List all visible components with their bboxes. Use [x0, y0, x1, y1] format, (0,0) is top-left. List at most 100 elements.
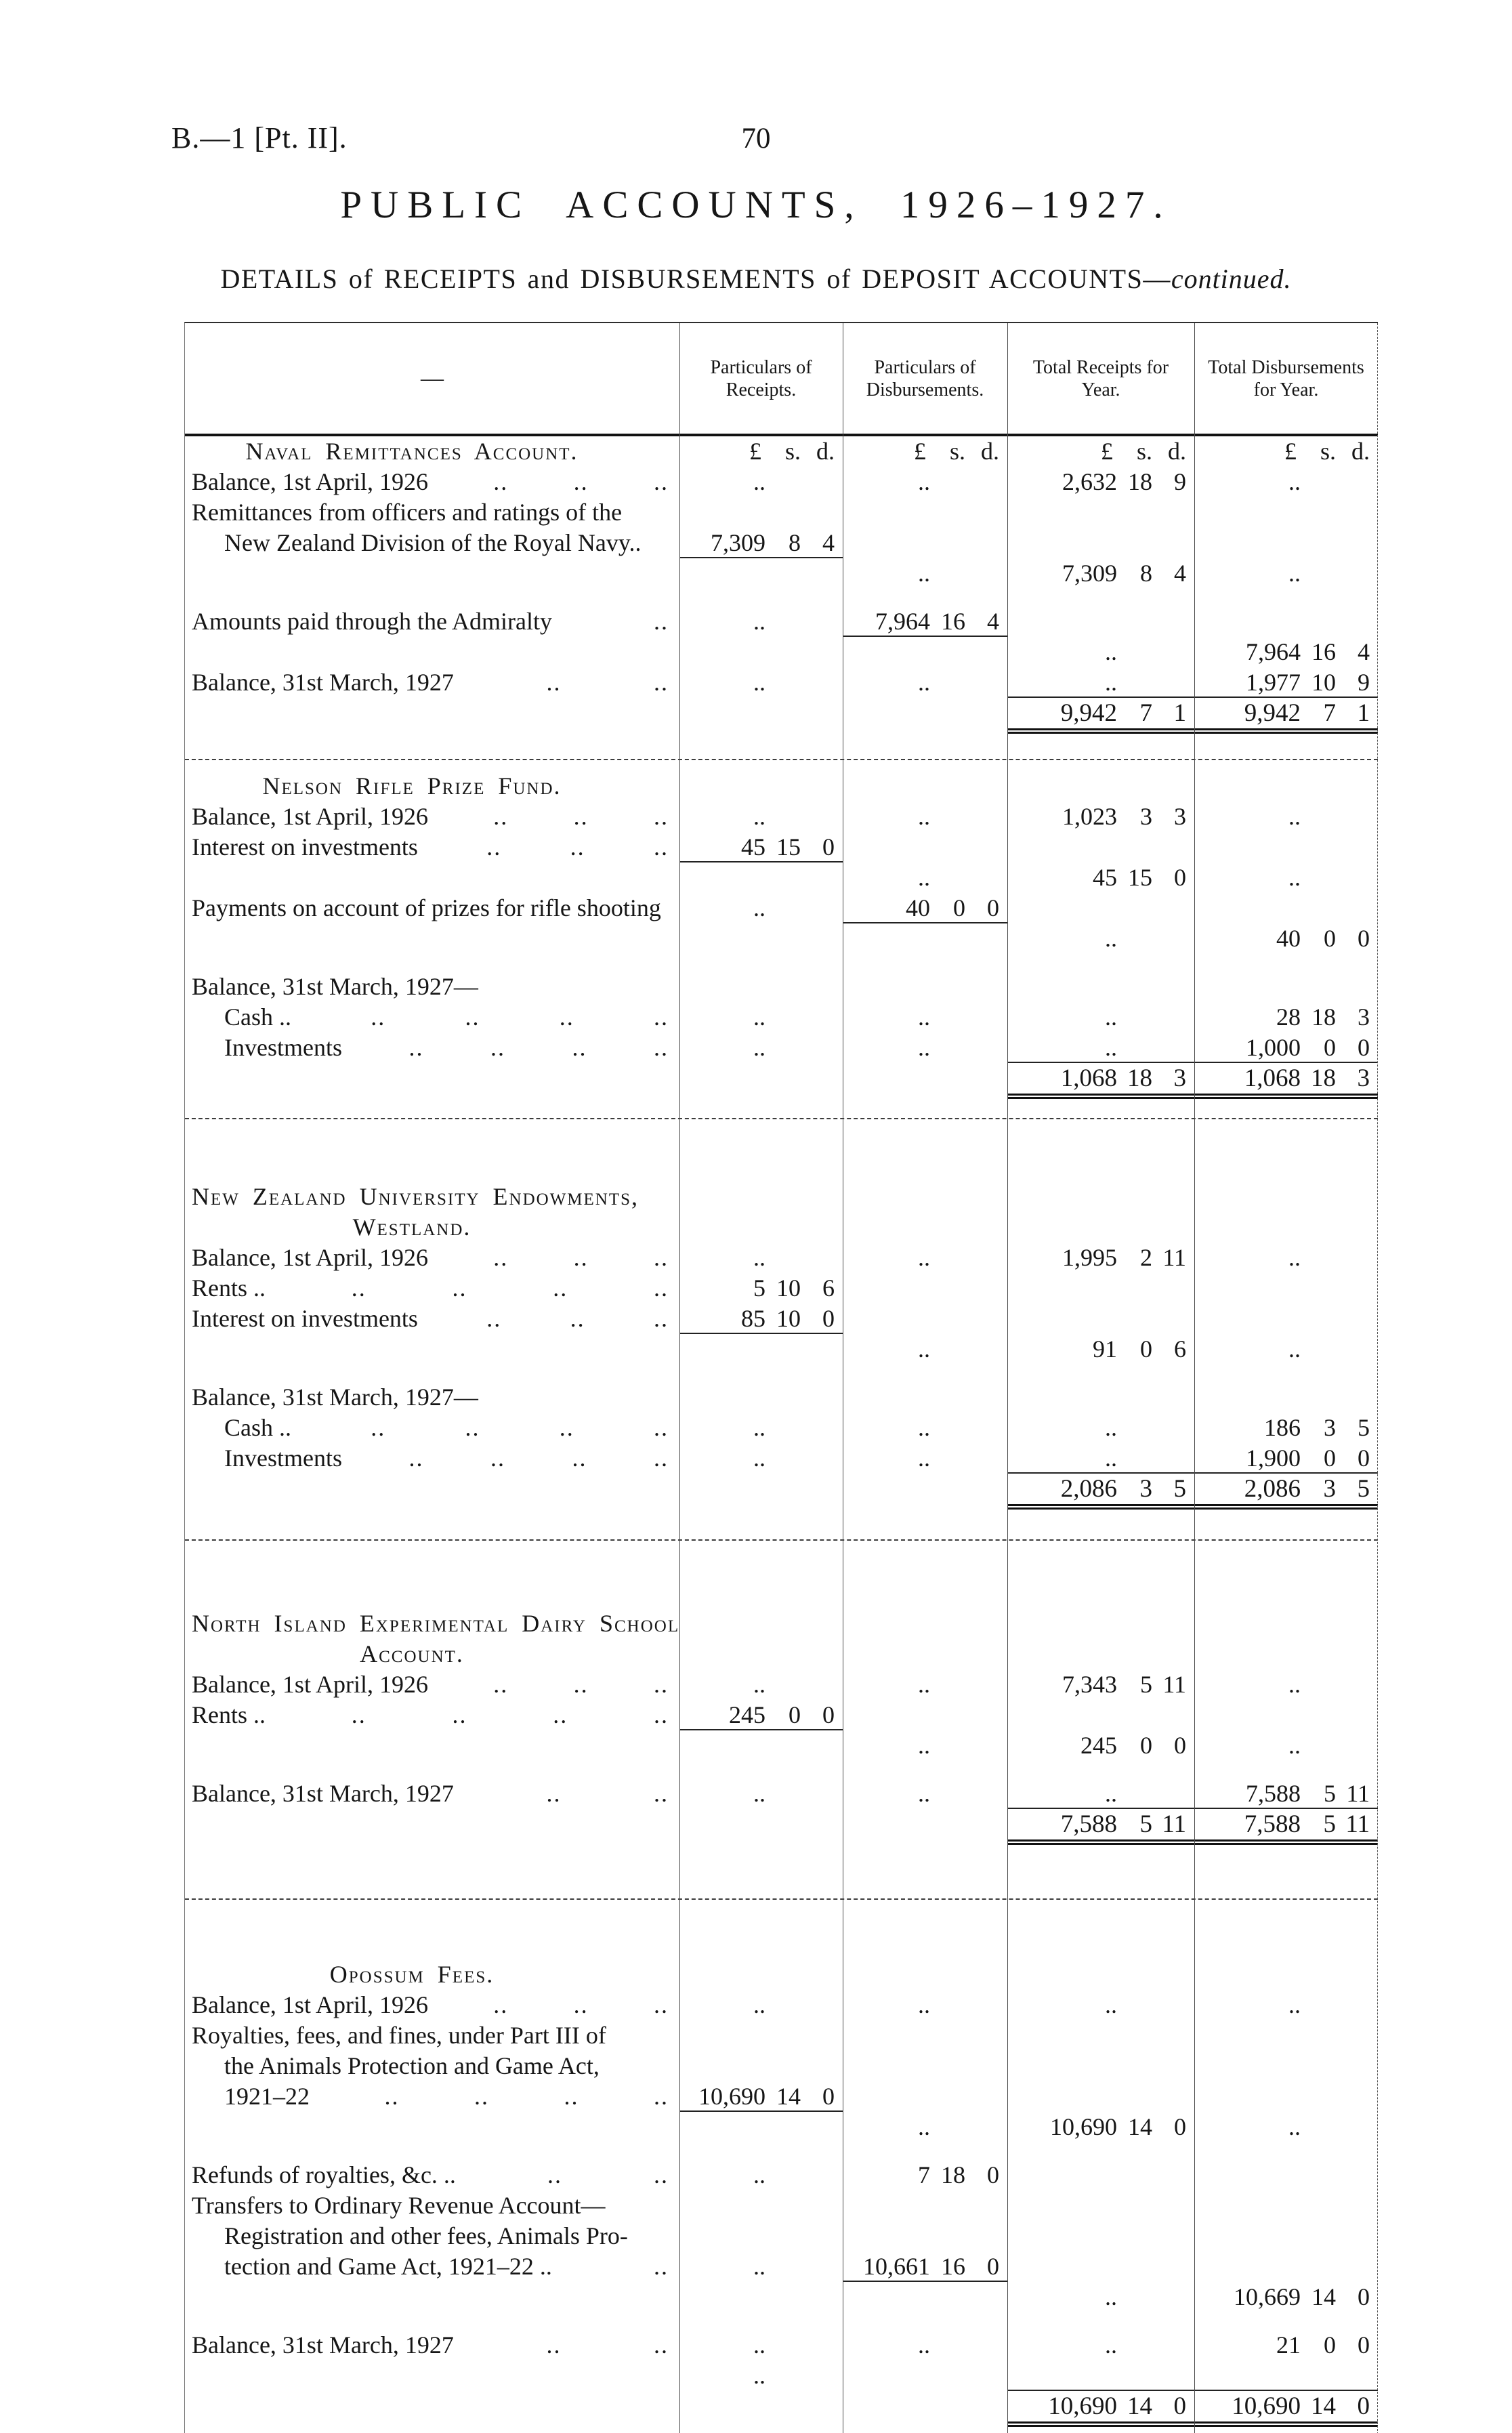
stub-cell — [185, 2361, 679, 2391]
stub-cell: Balance, 1st April, 1926...... — [185, 1669, 679, 1700]
amount: 7,343 5 11 — [1062, 1671, 1186, 1698]
dot-leader: .. — [654, 669, 669, 696]
row-label: Balance, 31st March, 1927 — [192, 1780, 454, 1807]
total-receipts-cell: .. — [1007, 2330, 1194, 2361]
dot-leader: .. — [1105, 1780, 1117, 1807]
total-disbursements-cell — [1194, 497, 1378, 528]
receipts-cell: .. — [679, 467, 843, 497]
ledger-row: Balance, 31st March, 1927.......... 1,977… — [185, 667, 1378, 698]
dot-leader: .. — [918, 803, 930, 830]
dot-leader: .. — [384, 2083, 400, 2110]
total-disbursements-cell — [1194, 771, 1378, 802]
disbursements-cell: .. — [843, 1443, 1007, 1474]
heading-row: Naval Remittances Account. £ s. d. £ s. d. £ s. d… — [185, 436, 1378, 467]
disbursements-cell: .. — [843, 2112, 1007, 2142]
dot-leader: .. — [918, 1335, 930, 1363]
total-receipts-cell — [1007, 1304, 1194, 1334]
account-heading: Naval Remittances Account. — [245, 438, 579, 465]
total-disbursements-cell — [1194, 2190, 1378, 2221]
receipts-cell — [679, 771, 843, 802]
dot-leader: .. — [653, 1244, 669, 1271]
dot-leader: .. — [573, 1244, 589, 1271]
total-disbursements-cell — [1194, 1304, 1378, 1334]
total-disbursements-cell: 1,977 10 9 — [1194, 667, 1378, 698]
amount: 7,588 5 11 — [1244, 1810, 1370, 1838]
dot-leader: .. — [753, 1671, 765, 1698]
amount: 1,977 10 9 — [1246, 669, 1370, 696]
row-label: Interest on investments — [192, 1305, 418, 1332]
receipts-cell: .. — [679, 1990, 843, 2020]
total-receipts-cell: .. — [1007, 1990, 1194, 2020]
total-disbursements-cell: .. — [1194, 862, 1378, 893]
ledger-row: .. 40 0 0 — [185, 923, 1378, 954]
disbursements-cell — [843, 698, 1007, 734]
total-disbursements-cell: 10,669 14 0 — [1194, 2282, 1378, 2312]
dot-leader: .. — [493, 468, 509, 495]
ledger-row: .. 10,669 14 0 — [185, 2282, 1378, 2312]
receipts-cell: 7,309 8 4 — [679, 528, 843, 558]
receipts-cell — [679, 1959, 843, 1990]
row-label: Balance, 31st March, 1927— — [192, 1384, 478, 1411]
dot-leader: .. — [753, 2253, 765, 2280]
total-disbursements-cell: 2,086 3 5 — [1194, 1474, 1378, 1510]
dot-leader: .. — [753, 608, 765, 635]
amount: 10,661 16 0 — [863, 2253, 999, 2280]
row-label: Transfers to Ordinary Revenue Account— — [192, 2192, 606, 2219]
column-header-particulars-receipts: Particulars of Receipts. — [710, 356, 812, 400]
total-receipts-cell: 7,343 5 11 — [1007, 1669, 1194, 1700]
dot-leader: .. — [654, 1274, 669, 1302]
dot-leader: .. — [570, 1305, 585, 1332]
dot-leader: .. — [918, 468, 930, 495]
receipts-cell — [679, 2112, 843, 2142]
dot-leader: .. — [753, 1780, 765, 1807]
row-label: the Animals Protection and Game Act, — [224, 2052, 600, 2079]
row-label: Balance, 1st April, 1926 — [192, 1991, 428, 2018]
stub-cell: Refunds of royalties, &c. ...... — [185, 2160, 679, 2190]
stub-cell — [185, 2282, 679, 2312]
total-receipts-cell: 7,588 5 11 — [1007, 1809, 1194, 1845]
disbursements-cell — [843, 2282, 1007, 2312]
disbursements-cell — [843, 771, 1007, 802]
row-label: Remittances from officers and ratings of… — [192, 499, 623, 526]
dot-leader: .. — [474, 2083, 489, 2110]
amount: 245 0 0 — [1080, 1732, 1186, 1759]
dot-leader: .. — [351, 1701, 366, 1728]
disbursements-cell: .. — [843, 862, 1007, 893]
ledger-row: Balance, 1st April, 1926.......... 1,023 3… — [185, 802, 1378, 832]
receipts-cell: 45 15 0 — [679, 832, 843, 862]
dot-leader: .. — [573, 1671, 589, 1698]
total-receipts-cell — [1007, 2190, 1194, 2221]
totals-row: 9,942 7 1 9,942 7 1 — [185, 698, 1378, 734]
total-receipts-cell — [1007, 832, 1194, 862]
total-receipts-cell — [1007, 893, 1194, 923]
disbursements-cell — [843, 1809, 1007, 1845]
total-receipts-cell: 45 15 0 — [1007, 862, 1194, 893]
stub-cell — [185, 698, 679, 734]
row-label: Cash .. — [224, 1003, 291, 1031]
row-label: Registration and other fees, Animals Pro… — [224, 2222, 628, 2249]
stub-cell: Royalties, fees, and fines, under Part I… — [185, 2020, 679, 2051]
dot-leader: .. — [1288, 1671, 1301, 1698]
receipts-cell — [679, 2221, 843, 2251]
dot-leader: .. — [490, 1034, 505, 1061]
receipts-cell — [679, 1474, 843, 1510]
dot-leader: .. — [654, 2331, 669, 2358]
amount: 5 10 6 — [753, 1274, 835, 1302]
total-receipts-cell: 1,023 3 3 — [1007, 802, 1194, 832]
total-receipts-cell — [1007, 771, 1194, 802]
amount: 7,309 8 4 — [711, 529, 835, 556]
dot-leader: .. — [753, 1244, 765, 1271]
total-receipts-cell — [1007, 497, 1194, 528]
total-disbursements-cell: .. — [1194, 1990, 1378, 2020]
disbursements-cell: 40 0 0 — [843, 893, 1007, 923]
ledger-row: .. 245 0 0.. — [185, 1730, 1378, 1761]
dot-leader: .. — [753, 1444, 765, 1472]
amount: 7,964 16 4 — [875, 608, 999, 635]
account-heading: Westland. — [352, 1213, 471, 1241]
receipts-cell — [679, 2391, 843, 2427]
receipts-cell: .. — [679, 2251, 843, 2282]
stub-cell: Investments........ — [185, 1033, 679, 1063]
dot-leader: .. — [1288, 864, 1301, 891]
amount: 1,023 3 3 — [1062, 803, 1186, 830]
